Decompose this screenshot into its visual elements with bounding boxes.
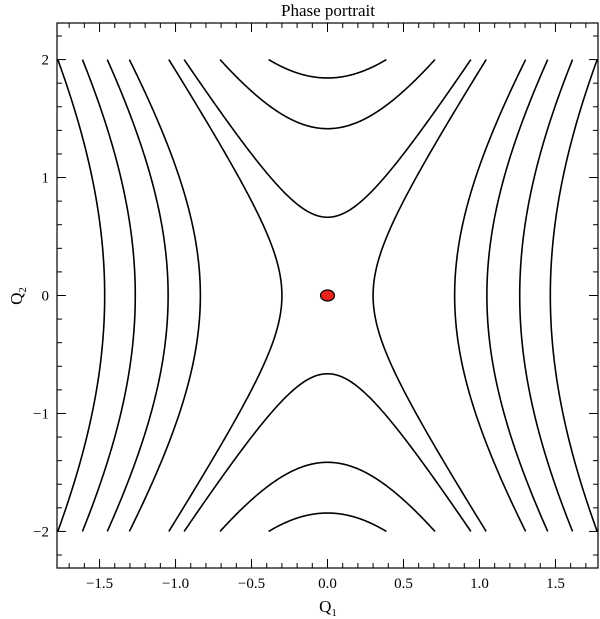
y-tick-label: −2 bbox=[33, 524, 49, 540]
trajectory-curve bbox=[549, 59, 598, 532]
y-tick-label: 1 bbox=[42, 171, 50, 187]
trajectory-curve bbox=[372, 59, 487, 532]
trajectory-curve bbox=[183, 372, 472, 532]
y-axis-label-main: Q bbox=[7, 293, 26, 305]
trajectory-curve bbox=[518, 59, 574, 532]
axis-ticks bbox=[57, 23, 598, 568]
y-axis-label-subscript: 2 bbox=[17, 287, 29, 293]
x-tick-label: 1.5 bbox=[546, 576, 565, 592]
trajectory-curve bbox=[219, 461, 436, 532]
y-tick-label: 2 bbox=[42, 53, 50, 69]
trajectory-curve bbox=[183, 59, 472, 219]
trajectory-curve bbox=[106, 59, 169, 532]
trajectory-curves bbox=[57, 58, 598, 533]
trajectory-curve bbox=[453, 59, 527, 532]
x-tick-label: −1.0 bbox=[162, 576, 189, 592]
trajectory-curve bbox=[128, 59, 202, 532]
trajectory-curve bbox=[268, 512, 387, 533]
chart-title: Phase portrait bbox=[281, 1, 375, 20]
x-tick-label: 0.0 bbox=[318, 576, 337, 592]
y-tick-label: −1 bbox=[33, 406, 49, 422]
equilibrium-point-marker bbox=[319, 289, 336, 302]
x-tick-label: −0.5 bbox=[238, 576, 265, 592]
x-axis-label-main: Q bbox=[319, 597, 331, 616]
y-axis-label: Q2 bbox=[7, 287, 29, 305]
x-tick-label: −1.5 bbox=[86, 576, 113, 592]
trajectory-curve bbox=[81, 59, 137, 532]
trajectory-curve bbox=[219, 59, 436, 130]
x-tick-label: 0.5 bbox=[394, 576, 413, 592]
x-axis-label-subscript: 1 bbox=[331, 607, 337, 619]
trajectory-curve bbox=[486, 59, 549, 532]
trajectory-curve bbox=[57, 59, 106, 532]
x-tick-label: 1.0 bbox=[470, 576, 489, 592]
x-axis-label: Q1 bbox=[319, 597, 337, 619]
trajectory-curve bbox=[268, 58, 387, 79]
trajectory-curve bbox=[168, 59, 283, 532]
x-tick-labels: −1.5 −1.0 −0.5 0.0 0.5 1.0 1.5 bbox=[86, 576, 565, 592]
y-tick-labels: −2 −1 0 1 2 bbox=[33, 53, 49, 541]
y-tick-label: 0 bbox=[42, 289, 50, 305]
